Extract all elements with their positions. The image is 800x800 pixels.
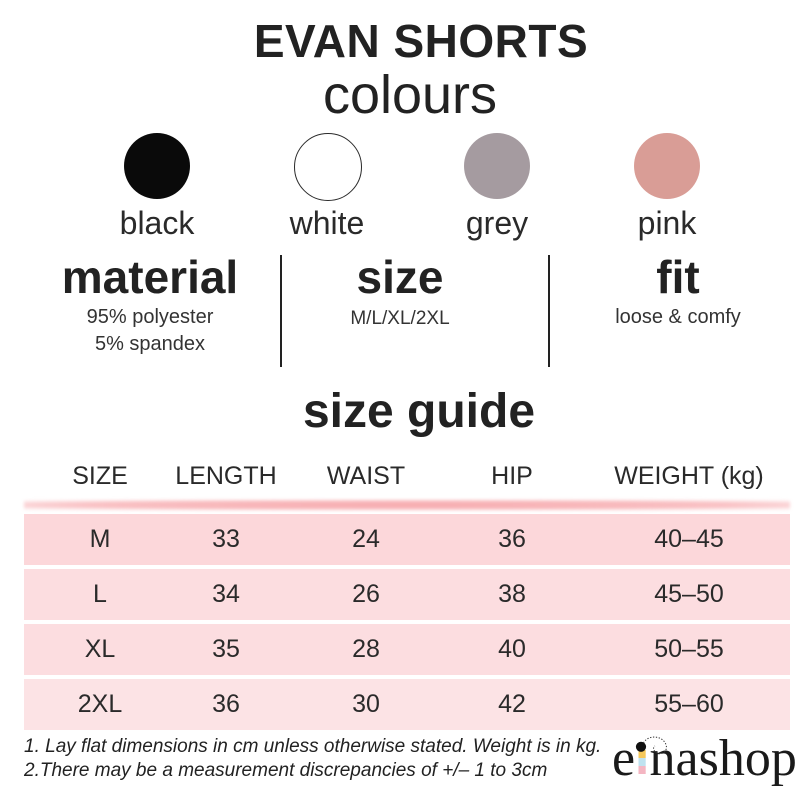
svg-text:e: e <box>612 733 635 787</box>
svg-text:nashop: nashop <box>650 733 797 787</box>
